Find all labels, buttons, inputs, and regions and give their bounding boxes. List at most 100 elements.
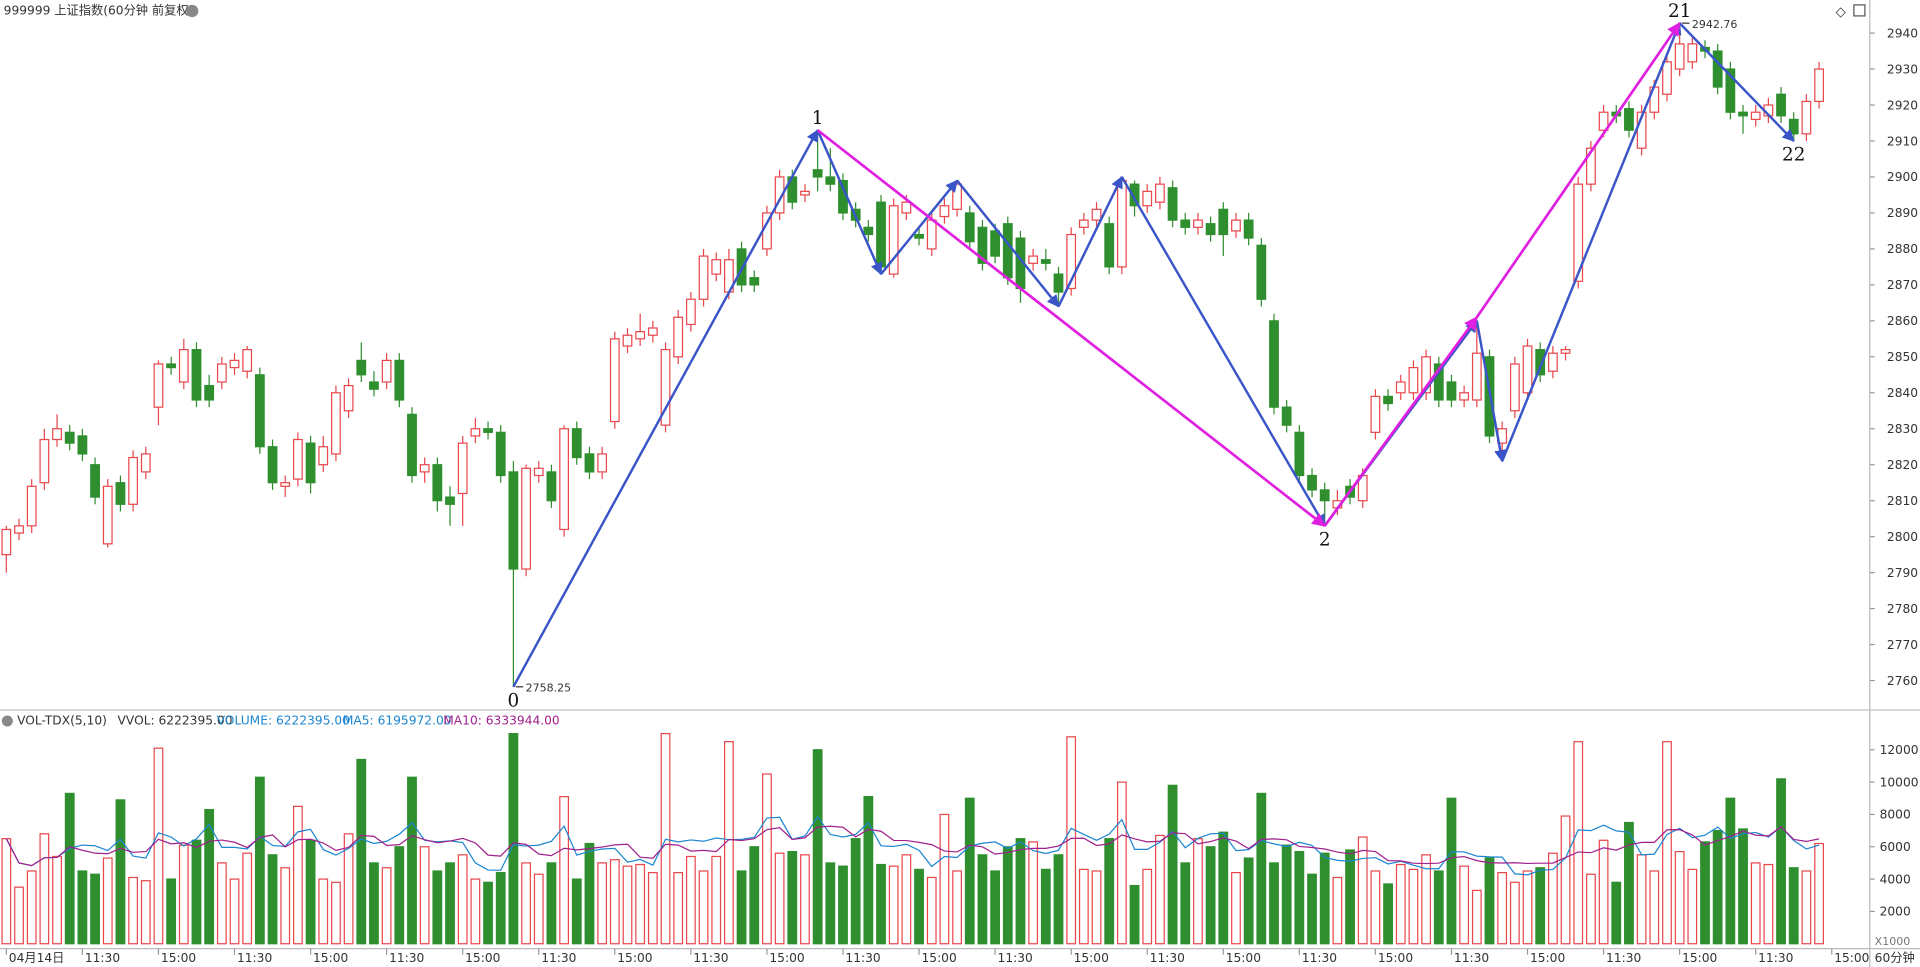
- volume-bar: [914, 868, 924, 945]
- zigzag-segment: [816, 129, 1326, 527]
- volume-bar: [1180, 862, 1191, 945]
- candle-body: [115, 482, 126, 505]
- volume-bar: [749, 846, 760, 945]
- y-tick-label: 2800: [1887, 530, 1918, 544]
- candle-body: [1750, 111, 1761, 121]
- volume-bar: [457, 854, 468, 945]
- volume-bar: [1750, 862, 1761, 945]
- volume-bar: [1497, 872, 1508, 945]
- candle-body: [1307, 474, 1317, 491]
- volume-bar: [140, 880, 151, 945]
- volume-bar: [685, 855, 696, 945]
- volume-bar: [939, 813, 950, 945]
- x-tick-label: 11:30: [693, 951, 728, 965]
- volume-bar: [876, 863, 886, 945]
- volume-bar: [1471, 889, 1482, 945]
- volume-bar: [1243, 857, 1254, 945]
- candle-body: [1788, 118, 1799, 135]
- zigzag-segment: [1323, 316, 1478, 527]
- volume-bar: [1345, 849, 1355, 945]
- volume-bar: [1129, 884, 1140, 945]
- volume-bar: [1547, 852, 1558, 945]
- candle-body: [1712, 50, 1723, 88]
- pivot-label: 0: [508, 690, 520, 711]
- x-tick-label: 11:30: [998, 951, 1033, 965]
- volume-bar: [584, 842, 595, 945]
- candle-body: [318, 446, 329, 466]
- volume-bar: [381, 867, 392, 945]
- volume-bar: [1193, 838, 1203, 945]
- y-tick-label: 2910: [1887, 134, 1918, 148]
- volume-bar: [153, 747, 164, 945]
- candle-body: [1421, 356, 1432, 394]
- candle-body: [1509, 363, 1520, 412]
- volume-bar: [1015, 838, 1026, 945]
- candle-body: [825, 176, 836, 185]
- candle-body: [1725, 68, 1736, 113]
- x-tick-label: 11:30: [1606, 951, 1641, 965]
- candle-body: [1294, 431, 1305, 477]
- candle-body: [749, 277, 760, 286]
- volume-bar: [1636, 854, 1647, 945]
- window-icon[interactable]: [1853, 4, 1866, 17]
- volume-bar: [1155, 834, 1165, 945]
- candle-body: [546, 471, 557, 502]
- x-tick-label: 15:00: [1530, 951, 1565, 965]
- volume-menu-icon[interactable]: [1, 715, 13, 727]
- candle-body: [622, 334, 633, 347]
- candle-body: [521, 467, 531, 570]
- volume-bar: [1687, 868, 1698, 945]
- candle-body: [1687, 43, 1698, 63]
- volume-bar: [673, 872, 684, 945]
- candle-body: [280, 482, 291, 487]
- volume-bar: [483, 881, 493, 945]
- candle-body: [1129, 183, 1140, 207]
- candle-body: [1078, 219, 1089, 228]
- zigzag-segment: [1678, 22, 1795, 142]
- candle-body: [1053, 273, 1064, 293]
- candle-body: [166, 363, 177, 369]
- volume-bar: [77, 870, 88, 945]
- volume-bar: [660, 732, 671, 945]
- volume-bar: [242, 852, 253, 945]
- y-tick-label: 2940: [1887, 26, 1918, 40]
- extreme-label: 2942.76: [1692, 18, 1738, 31]
- x-tick-label: 15:00: [617, 951, 652, 965]
- volume-bar: [901, 854, 912, 945]
- x-tick-label: 15:00: [1378, 951, 1413, 965]
- candle-body: [926, 219, 937, 250]
- volume-bar: [863, 796, 874, 945]
- y-tick-label: 2810: [1887, 494, 1918, 508]
- volume-bar: [711, 855, 722, 945]
- v-tick-label: 10000: [1880, 775, 1919, 789]
- candle-body: [914, 233, 924, 239]
- candle-body: [77, 435, 88, 455]
- volume-bar: [1104, 838, 1115, 945]
- candle-body: [216, 363, 227, 383]
- candle-body: [1738, 111, 1748, 117]
- volume-bar: [1002, 846, 1013, 945]
- zigzag-segment: [1475, 22, 1681, 319]
- x-tick-label: 15:00: [313, 951, 348, 965]
- candle-body: [26, 485, 37, 527]
- volume-bar: [1738, 828, 1748, 945]
- title-menu-icon[interactable]: [186, 4, 199, 18]
- candle-body: [305, 442, 316, 484]
- v-tick-label: 12000: [1880, 743, 1919, 757]
- y-tick-label: 2780: [1887, 602, 1918, 616]
- candle-body: [90, 464, 100, 498]
- candle-body: [14, 525, 24, 534]
- candle-body: [178, 349, 189, 383]
- candle-body: [812, 169, 823, 178]
- candle-body: [1522, 345, 1533, 394]
- diamond-icon[interactable]: ◇: [1836, 5, 1847, 20]
- volume-bar: [1801, 870, 1812, 945]
- volume-bar: [1028, 841, 1039, 945]
- candle-body: [1535, 349, 1546, 376]
- candle-body: [1040, 259, 1051, 264]
- v-tick-label: 8000: [1880, 808, 1911, 822]
- candle-body: [381, 359, 392, 383]
- candle-body: [229, 359, 240, 369]
- candle-body: [52, 428, 62, 441]
